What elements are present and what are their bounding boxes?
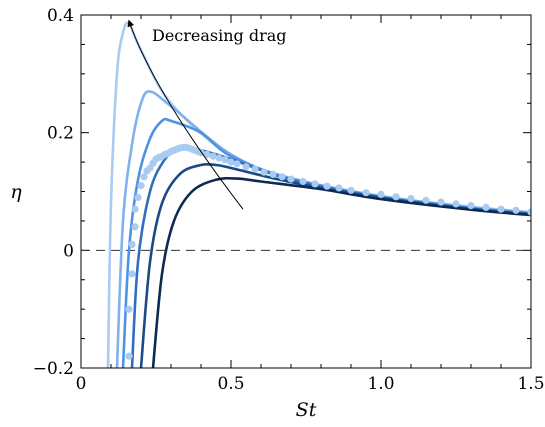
data-point [452, 200, 460, 208]
data-point [437, 198, 445, 206]
x-tick-label: 1.0 [367, 374, 394, 394]
data-point [287, 175, 295, 183]
y-axis-label: η [10, 181, 22, 203]
data-point [311, 180, 319, 188]
data-point [497, 205, 505, 213]
data-point [128, 240, 136, 248]
data-point [278, 173, 286, 181]
series-line [139, 162, 531, 368]
data-point [467, 202, 475, 210]
data-point [527, 208, 531, 216]
decreasing-drag-annotation: Decreasing drag [152, 26, 287, 45]
y-tick-label: 0.2 [47, 124, 74, 144]
data-point [221, 156, 229, 164]
x-axis-label: St [296, 399, 317, 421]
data-point [269, 170, 277, 178]
plot-frame [80, 14, 532, 369]
data-point [251, 165, 259, 173]
data-point [131, 223, 139, 231]
scatter-layer [125, 143, 531, 360]
data-point [227, 158, 235, 166]
series-line [115, 90, 531, 368]
data-point [347, 186, 355, 194]
data-point [137, 182, 145, 190]
data-point [128, 270, 136, 278]
data-point [260, 168, 268, 176]
data-point [335, 184, 343, 192]
x-tick-label: 1.5 [517, 374, 544, 394]
data-point [323, 182, 331, 190]
data-point [131, 205, 139, 213]
x-tick-label: 0.5 [217, 374, 244, 394]
tick-labels: 0 0.5 1.0 1.5−0.200.20.4 [33, 6, 545, 394]
data-point [140, 173, 148, 181]
series-line [151, 176, 531, 368]
series-line [106, 21, 531, 368]
y-tick-label: −0.2 [33, 359, 74, 379]
data-point [125, 352, 133, 360]
minor-ticks [81, 15, 531, 368]
data-point [203, 150, 211, 158]
x-tick-label: 0 [76, 374, 87, 394]
data-point [482, 203, 490, 211]
series-line [121, 117, 531, 368]
series-layer [106, 21, 531, 368]
data-point [299, 177, 307, 186]
y-tick-label: 0 [63, 241, 74, 261]
data-point [422, 196, 430, 204]
data-point [233, 160, 241, 168]
data-point [209, 152, 217, 160]
data-point [242, 163, 250, 171]
data-point [392, 193, 400, 201]
data-point [512, 206, 520, 214]
data-point [125, 305, 133, 313]
data-point [134, 193, 142, 201]
series-line [130, 145, 531, 368]
y-tick-label: 0.4 [47, 6, 74, 26]
data-point [407, 195, 415, 203]
decreasing-drag-arrow [127, 19, 244, 210]
data-point [377, 190, 385, 198]
data-point [215, 154, 223, 162]
data-point [362, 189, 370, 197]
